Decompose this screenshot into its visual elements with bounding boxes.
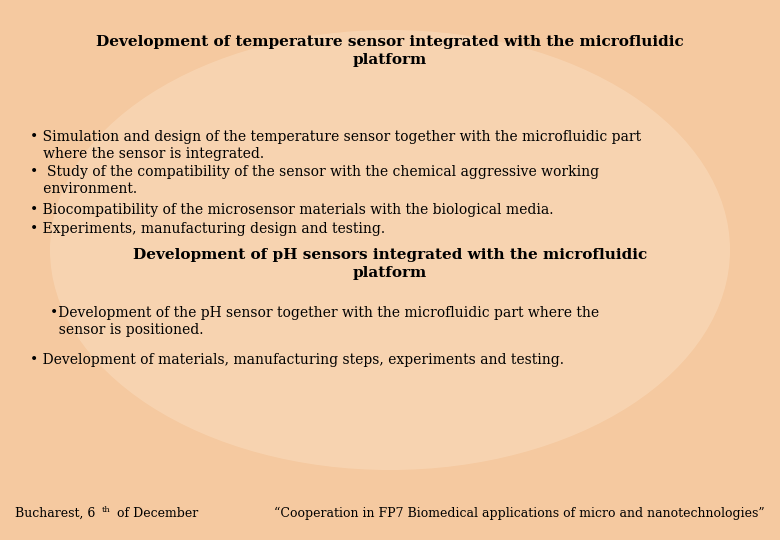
Text: • Biocompatibility of the microsensor materials with the biological media.: • Biocompatibility of the microsensor ma…: [30, 203, 554, 217]
Text: th: th: [102, 506, 111, 514]
Text: “Cooperation in FP7 Biomedical applications of micro and nanotechnologies”: “Cooperation in FP7 Biomedical applicati…: [275, 507, 765, 520]
Text: •Development of the pH sensor together with the microfluidic part where the
  se: •Development of the pH sensor together w…: [50, 306, 599, 338]
Text: Development of temperature sensor integrated with the microfluidic
platform: Development of temperature sensor integr…: [96, 35, 684, 68]
Text: Bucharest, 6: Bucharest, 6: [15, 507, 95, 520]
Text: • Development of materials, manufacturing steps, experiments and testing.: • Development of materials, manufacturin…: [30, 353, 564, 367]
Text: • Experiments, manufacturing design and testing.: • Experiments, manufacturing design and …: [30, 222, 385, 236]
Text: • Simulation and design of the temperature sensor together with the microfluidic: • Simulation and design of the temperatu…: [30, 130, 641, 161]
Text: of December: of December: [113, 507, 198, 520]
Ellipse shape: [50, 30, 730, 470]
Text: Development of pH sensors integrated with the microfluidic
platform: Development of pH sensors integrated wit…: [133, 248, 647, 280]
Text: •  Study of the compatibility of the sensor with the chemical aggressive working: • Study of the compatibility of the sens…: [30, 165, 599, 197]
